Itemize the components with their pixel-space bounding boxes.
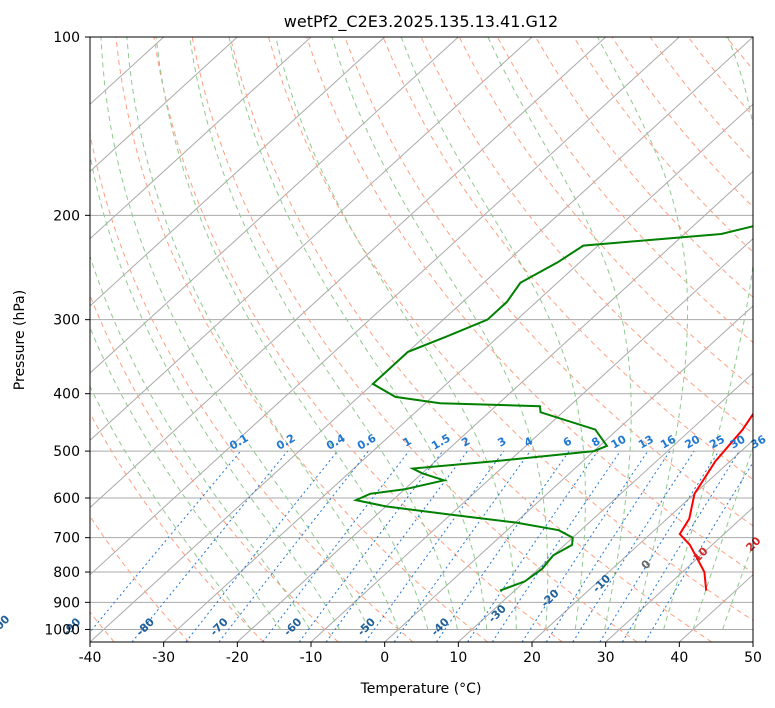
- moist-adiabat-line: [90, 152, 340, 630]
- dry-adiabat-line: [90, 515, 190, 642]
- dry-adiabat-line: [496, 37, 753, 344]
- moist-adiabat-line: [331, 37, 549, 630]
- isotherm-line: [90, 37, 680, 576]
- isotherm-line: [457, 372, 753, 642]
- y-tick-label: 600: [53, 491, 80, 507]
- isotherm-line: [90, 37, 753, 642]
- mixing-ratio-line: [644, 461, 753, 642]
- y-tick-label: 900: [53, 595, 80, 611]
- chart-title: wetPf2_C2E3.2025.135.13.41.G12: [284, 12, 558, 32]
- moist-adiabat-line: [100, 37, 370, 630]
- isotherm-line: [605, 506, 753, 642]
- mixing-ratio-line: [90, 450, 242, 633]
- plot-frame: [89, 36, 754, 643]
- dry-adiabat-line: [229, 37, 712, 642]
- x-tick-label: 30: [597, 650, 615, 666]
- x-tick-label: -30: [152, 650, 175, 666]
- x-tick-label: 0: [380, 650, 389, 666]
- moist-adiabat-line: [126, 37, 399, 630]
- isotherm-line: [163, 103, 753, 642]
- background-lines: [90, 37, 753, 642]
- isotherm-line: [236, 170, 753, 642]
- x-tick-label: 20: [523, 650, 541, 666]
- isotherm-line: [90, 37, 238, 173]
- y-tick-label: 800: [53, 565, 80, 581]
- moist-adiabat-line: [400, 37, 586, 630]
- dry-adiabat-line: [90, 131, 414, 642]
- moist-adiabat-line: [275, 37, 517, 630]
- mixing-ratio-line: [325, 450, 468, 642]
- series-layer: [352, 225, 753, 592]
- x-tick-label: -40: [79, 650, 102, 666]
- moist-adiabat-line: [228, 37, 488, 630]
- mixing-ratio-line: [599, 450, 720, 642]
- isotherm-line: [90, 37, 312, 240]
- mixing-ratio-line: [262, 450, 410, 642]
- dry-adiabat-line: [115, 37, 488, 642]
- temperature-profile-line: [678, 412, 753, 591]
- dry-adiabat-line: [191, 37, 638, 642]
- mixing-ratio-line: [545, 450, 671, 642]
- y-tick-label: 200: [53, 208, 80, 224]
- mixing-ratio-line: [364, 450, 505, 642]
- y-tick-label: 700: [53, 531, 80, 547]
- isotherm-line: [90, 37, 533, 442]
- moist-adiabat-line: [597, 37, 689, 630]
- x-tick-label: 40: [670, 650, 688, 666]
- isotherm-line: [531, 439, 753, 642]
- x-tick-label: 10: [449, 650, 467, 666]
- isotherm-line: [384, 305, 753, 642]
- dewpoint-profile-line: [352, 225, 753, 592]
- dry-adiabat-line: [268, 37, 753, 622]
- y-axis-label: Pressure (hPa): [12, 290, 28, 390]
- moist-adiabat-line: [155, 37, 429, 630]
- dry-adiabat-line: [90, 412, 264, 642]
- moist-adiabat-line: [90, 385, 252, 630]
- moist-adiabat-line: [90, 254, 311, 630]
- x-axis-label: Temperature (°C): [360, 681, 482, 697]
- mixing-ratio-line: [521, 450, 649, 642]
- isotherm-line: [90, 37, 459, 374]
- y-tick-label: 300: [53, 313, 80, 329]
- moist-adiabat-line: [487, 37, 632, 630]
- mixing-ratio-line: [393, 450, 531, 642]
- y-tick-label: 500: [53, 444, 80, 460]
- dry-adiabat-line: [344, 37, 753, 527]
- moist-adiabat-line: [90, 326, 282, 630]
- dry-adiabat-line: [153, 37, 563, 642]
- dry-adiabat-line: [458, 37, 753, 389]
- x-tick-label: -20: [226, 650, 249, 666]
- y-tick-label: 100: [53, 30, 80, 46]
- x-tick-label: -10: [300, 650, 323, 666]
- dry-adiabat-line: [306, 37, 753, 574]
- mixing-ratio-line: [131, 450, 288, 642]
- isotherm-line: [90, 37, 607, 509]
- axes: -40 -30 -20 -10 0 10 20 30 40 50 100 200 300 400 500 60…: [44, 30, 762, 666]
- moist-adiabat-line: [189, 37, 458, 630]
- x-tick-label: 50: [744, 650, 762, 666]
- isotherm-line: [310, 237, 753, 642]
- dry-adiabat-line: [90, 293, 339, 642]
- y-tick-label: 1000: [44, 622, 80, 638]
- mixing-ratio-line: [621, 450, 740, 642]
- y-tick-label: 400: [53, 387, 80, 403]
- isotherm-line: [90, 37, 386, 307]
